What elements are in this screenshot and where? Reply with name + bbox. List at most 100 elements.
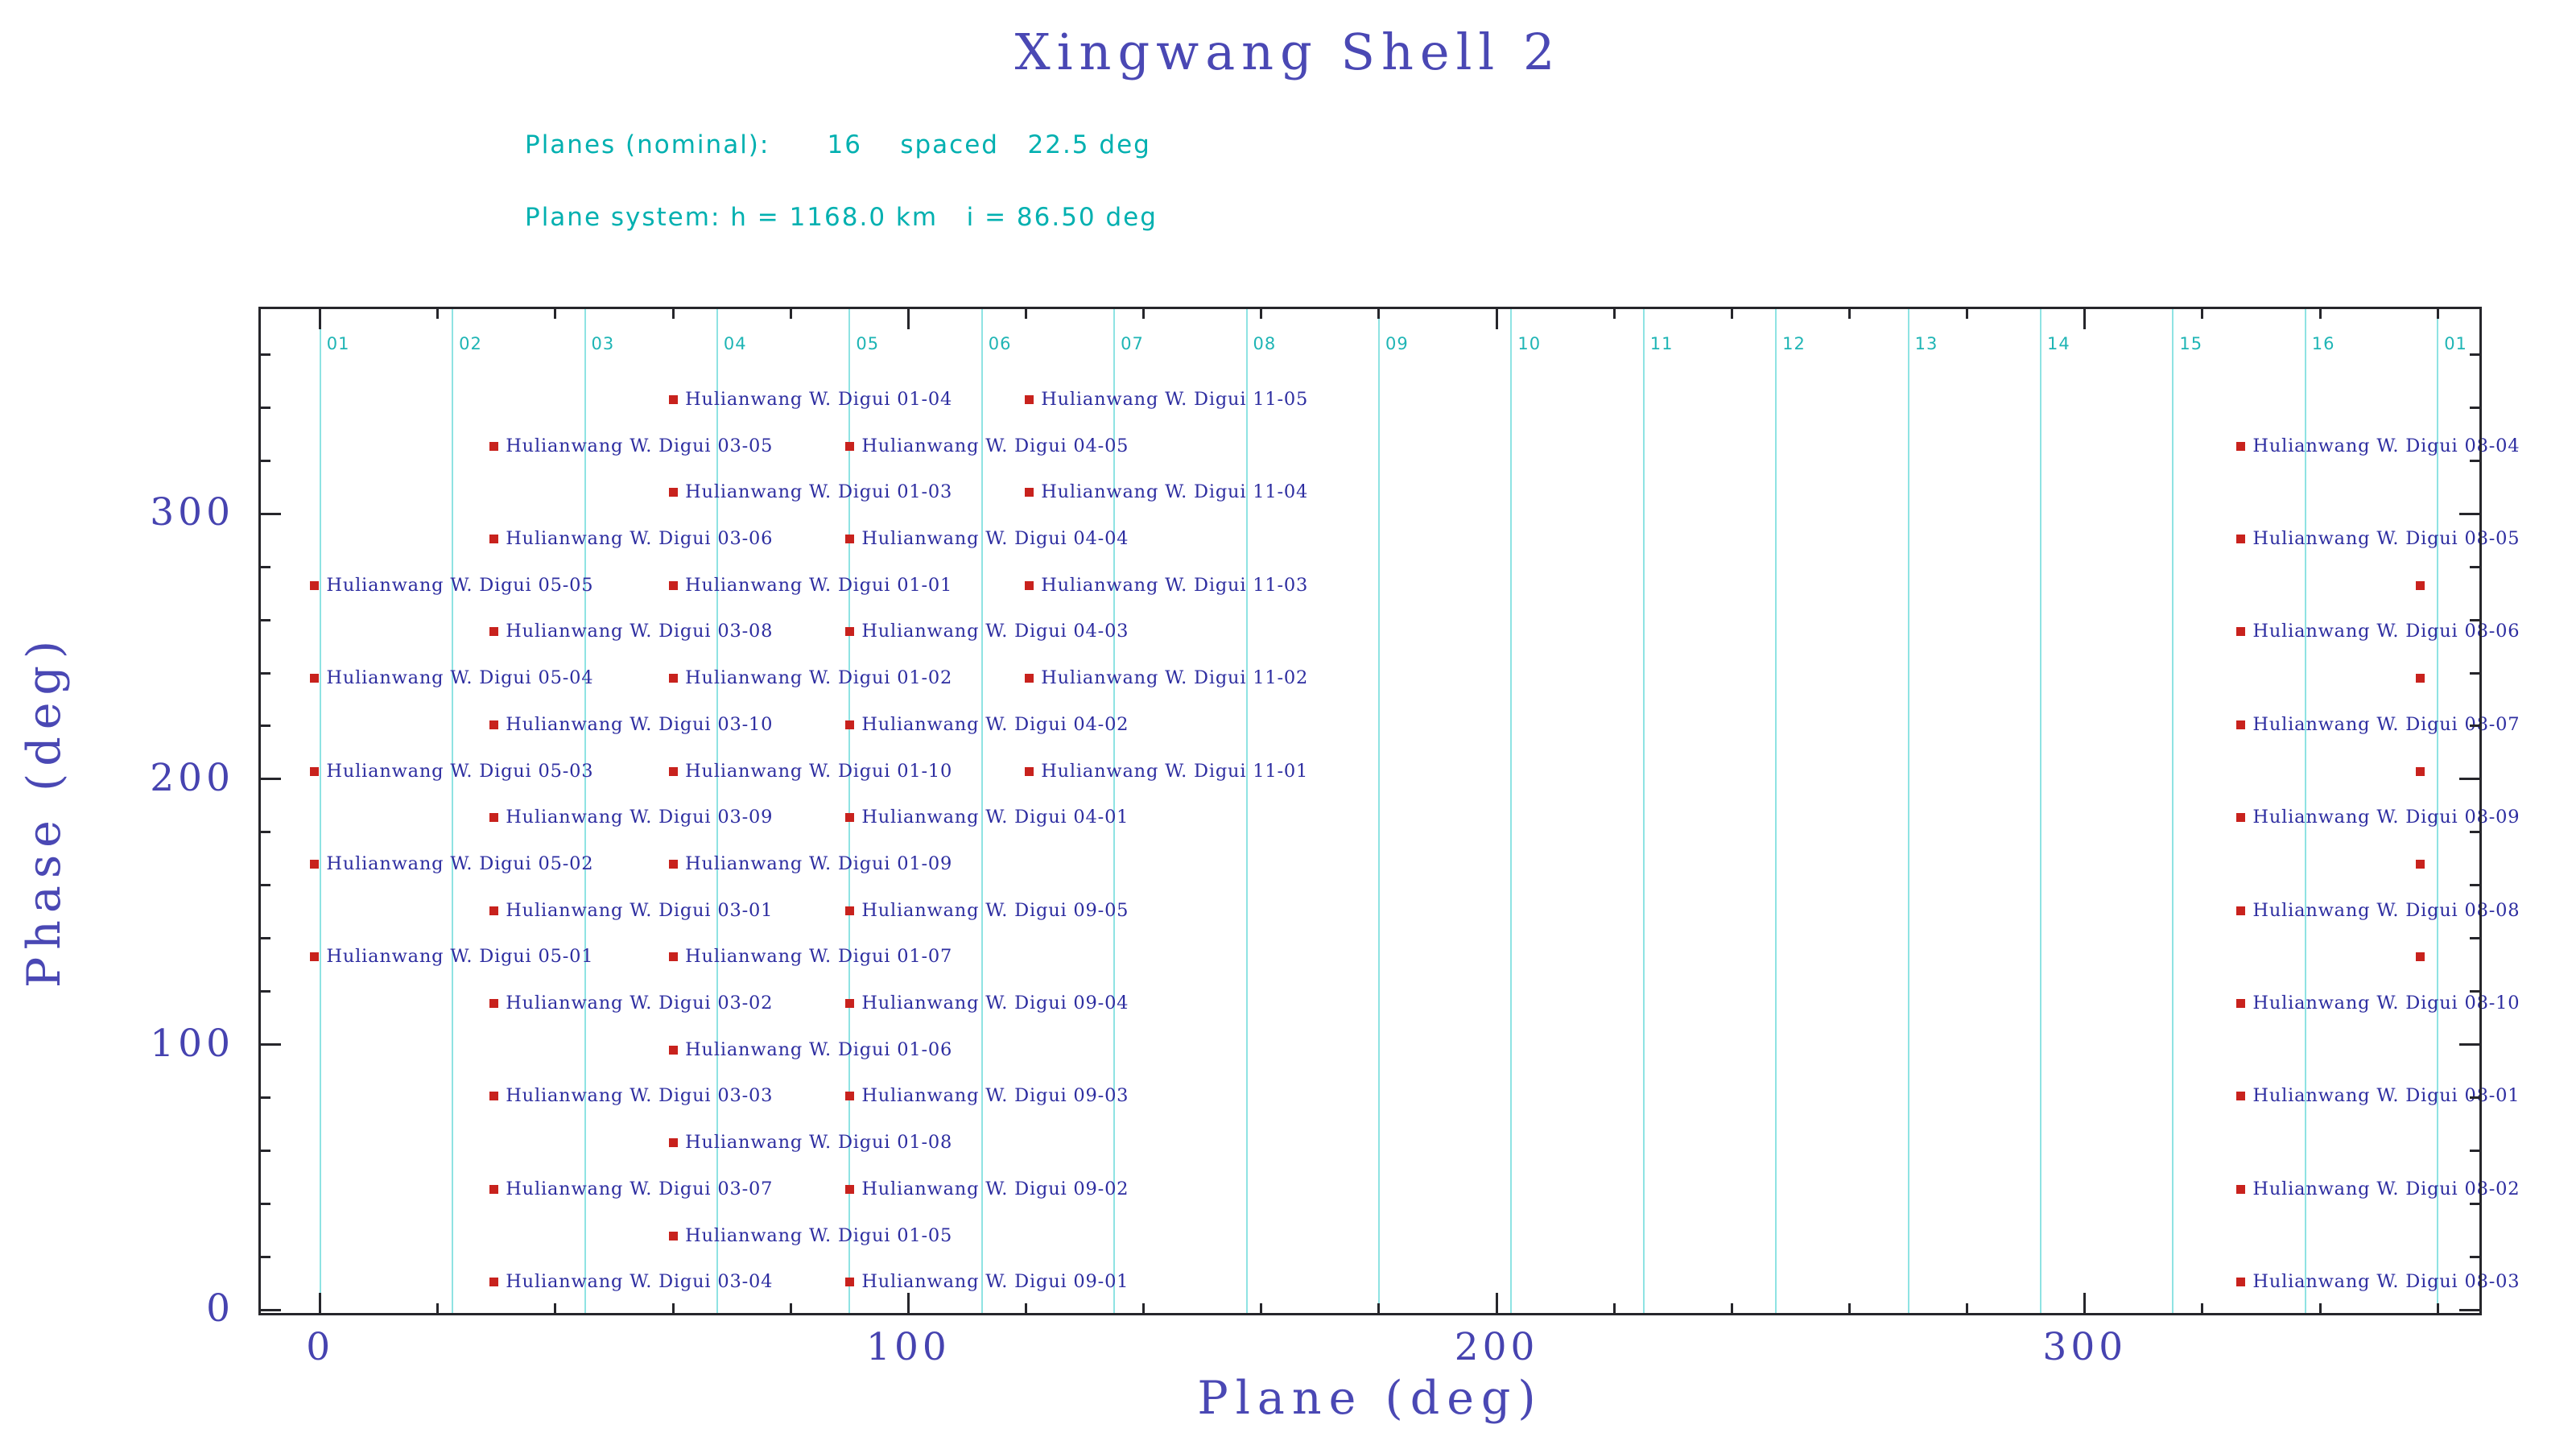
plane-line xyxy=(2172,307,2174,1315)
satellite-marker xyxy=(489,441,498,451)
satellite-marker xyxy=(309,952,319,962)
satellite-label: Hulianwang W. Digui 08-05 xyxy=(2252,528,2520,550)
axis-tick xyxy=(2470,990,2480,993)
satellite-marker xyxy=(844,535,854,544)
plane-number-label: 07 xyxy=(1121,334,1144,353)
plane-line xyxy=(848,307,851,1315)
satellite-label: Hulianwang W. Digui 01-02 xyxy=(685,667,953,689)
satellite-label: Hulianwang W. Digui 11-01 xyxy=(1041,760,1309,782)
axis-tick xyxy=(2470,724,2480,728)
plane-line xyxy=(1775,307,1777,1315)
plane-line xyxy=(1245,307,1248,1315)
plane-line xyxy=(319,307,321,1315)
plane-number-label: 14 xyxy=(2046,334,2070,353)
satellite-label: Hulianwang W. Digui 08-06 xyxy=(2252,621,2520,642)
satellite-marker xyxy=(668,1045,678,1055)
satellite-marker xyxy=(668,859,678,869)
axis-tick xyxy=(260,1043,281,1046)
axis-tick xyxy=(2083,1293,2087,1314)
axis-tick xyxy=(2459,512,2480,515)
plane-number-label: 11 xyxy=(1649,334,1674,353)
satellite-marker xyxy=(2235,720,2245,729)
satellite-label: Hulianwang W. Digui 01-06 xyxy=(685,1038,953,1060)
satellite-label: Hulianwang W. Digui 09-02 xyxy=(861,1178,1129,1199)
plane-line xyxy=(716,307,718,1315)
axis-tick xyxy=(260,459,270,462)
axis-tick xyxy=(260,990,270,993)
satellite-label: Hulianwang W. Digui 01-09 xyxy=(685,852,953,874)
satellite-label: Hulianwang W. Digui 01-01 xyxy=(685,574,953,596)
axis-tick xyxy=(1612,1303,1616,1314)
axis-tick xyxy=(260,831,270,834)
axis-tick xyxy=(1142,1303,1146,1314)
x-tick-label: 300 xyxy=(2042,1325,2128,1369)
axis-tick xyxy=(260,1096,270,1100)
satellite-marker xyxy=(489,1092,498,1101)
satellite-label: Hulianwang W. Digui 08-03 xyxy=(2252,1271,2520,1293)
axis-tick xyxy=(2201,1303,2204,1314)
plane-number-label: 10 xyxy=(1517,334,1542,353)
satellite-label: Hulianwang W. Digui 01-05 xyxy=(685,1224,953,1246)
axis-tick xyxy=(1260,1303,1263,1314)
satellite-label: Hulianwang W. Digui 11-02 xyxy=(1041,667,1309,689)
y-tick-label: 0 xyxy=(206,1286,234,1331)
axis-tick xyxy=(260,1203,270,1205)
satellite-label: Hulianwang W. Digui 11-03 xyxy=(1041,574,1309,596)
satellite-marker xyxy=(2235,1278,2245,1287)
axis-tick xyxy=(1495,308,1498,329)
satellite-label: Hulianwang W. Digui 11-05 xyxy=(1041,388,1309,410)
axis-tick xyxy=(2470,671,2480,675)
satellite-marker xyxy=(489,1278,498,1287)
satellite-label: Hulianwang W. Digui 03-09 xyxy=(506,807,774,828)
satellite-marker xyxy=(2235,535,2245,544)
plane-line xyxy=(2304,307,2306,1315)
satellite-marker xyxy=(1024,766,1034,776)
axis-tick xyxy=(2201,308,2204,319)
satellite-marker xyxy=(1024,674,1034,683)
satellite-label: Hulianwang W. Digui 03-05 xyxy=(506,435,774,456)
x-tick-label: 0 xyxy=(306,1325,335,1369)
axis-tick xyxy=(260,565,270,568)
satellite-label: Hulianwang W. Digui 05-02 xyxy=(326,852,594,874)
axis-tick xyxy=(1848,308,1851,319)
axis-tick xyxy=(260,724,270,728)
satellite-marker xyxy=(1024,580,1034,590)
axis-tick xyxy=(260,512,281,515)
axis-tick xyxy=(260,406,270,409)
axis-tick xyxy=(906,1293,910,1314)
satellite-marker xyxy=(2235,441,2245,451)
satellite-label: Hulianwang W. Digui 04-04 xyxy=(861,528,1129,550)
y-axis-title: Phase (deg) xyxy=(18,633,71,989)
plane-number-label: 08 xyxy=(1253,334,1277,353)
satellite-label: Hulianwang W. Digui 08-10 xyxy=(2252,993,2520,1014)
axis-tick xyxy=(2470,1255,2480,1258)
plane-number-label: 04 xyxy=(723,334,747,353)
axis-tick xyxy=(789,1303,792,1314)
satellite-marker xyxy=(2235,999,2245,1009)
axis-tick xyxy=(789,308,792,319)
plane-number-label: 06 xyxy=(988,334,1012,353)
axis-tick xyxy=(2459,778,2480,781)
satellite-label: Hulianwang W. Digui 08-02 xyxy=(2252,1178,2520,1199)
y-tick-label: 100 xyxy=(150,1021,234,1066)
plane-number-label: 12 xyxy=(1782,334,1806,353)
axis-tick xyxy=(319,1293,322,1314)
satellite-marker xyxy=(668,580,678,590)
satellite-label: Hulianwang W. Digui 03-08 xyxy=(506,621,774,642)
axis-tick xyxy=(554,308,557,319)
axis-tick xyxy=(671,1303,675,1314)
axis-tick xyxy=(2470,884,2480,887)
axis-tick xyxy=(1966,1303,1969,1314)
planes-info-line: Planes (nominal): 16 spaced 22.5 deg xyxy=(525,130,1151,159)
satellite-label: Hulianwang W. Digui 09-04 xyxy=(861,993,1129,1014)
satellite-label: Hulianwang W. Digui 05-05 xyxy=(326,574,594,596)
plane-line xyxy=(584,307,586,1315)
axis-tick xyxy=(2470,1203,2480,1205)
axis-tick xyxy=(260,1255,270,1258)
axis-tick xyxy=(260,1308,281,1311)
satellite-marker xyxy=(668,766,678,776)
plane-system-info-line: Plane system: h = 1168.0 km i = 86.50 de… xyxy=(525,203,1158,232)
satellite-label: Hulianwang W. Digui 03-10 xyxy=(506,713,774,735)
satellite-label: Hulianwang W. Digui 09-01 xyxy=(861,1271,1129,1293)
